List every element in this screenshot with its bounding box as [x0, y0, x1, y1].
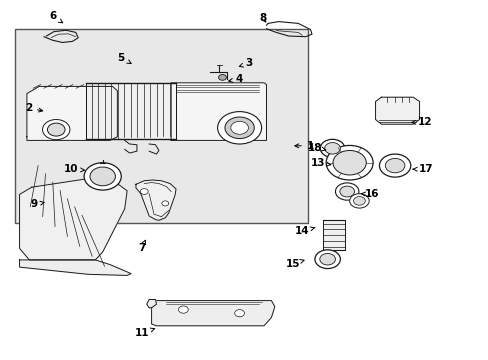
Circle shape [217, 112, 261, 144]
Polygon shape [20, 260, 131, 275]
Text: 7: 7 [138, 240, 145, 253]
Circle shape [218, 75, 226, 80]
Text: 11: 11 [134, 328, 154, 338]
Text: 17: 17 [412, 164, 433, 174]
Text: 12: 12 [411, 117, 432, 127]
Bar [15, 29, 307, 223]
Polygon shape [85, 83, 176, 139]
Circle shape [349, 194, 368, 208]
Circle shape [140, 189, 148, 194]
Circle shape [319, 253, 335, 265]
Circle shape [325, 145, 372, 180]
Text: 16: 16 [361, 189, 378, 199]
Text: 14: 14 [294, 226, 314, 236]
Polygon shape [136, 180, 176, 220]
Circle shape [332, 150, 366, 175]
Circle shape [324, 143, 340, 154]
Circle shape [314, 250, 340, 269]
Circle shape [224, 117, 254, 139]
Circle shape [42, 120, 70, 140]
Text: 10: 10 [63, 164, 84, 174]
Circle shape [178, 306, 188, 313]
Circle shape [379, 154, 410, 177]
Circle shape [90, 167, 115, 186]
Circle shape [339, 186, 354, 197]
Polygon shape [322, 220, 344, 250]
Polygon shape [20, 177, 127, 260]
Circle shape [385, 158, 404, 173]
Circle shape [47, 123, 65, 136]
Circle shape [162, 201, 168, 206]
Circle shape [320, 139, 344, 157]
Circle shape [335, 183, 358, 200]
Circle shape [230, 121, 248, 134]
Polygon shape [151, 301, 274, 326]
Circle shape [353, 197, 365, 205]
Circle shape [84, 163, 121, 190]
Text: 15: 15 [285, 258, 304, 269]
Polygon shape [146, 300, 156, 308]
Text: 6: 6 [49, 11, 62, 23]
Text: 3: 3 [239, 58, 252, 68]
Text: 1: 1 [294, 141, 313, 151]
Text: 4: 4 [228, 74, 243, 84]
Text: 8: 8 [259, 13, 266, 23]
Text: 5: 5 [118, 53, 131, 63]
Polygon shape [171, 83, 266, 140]
Circle shape [234, 310, 244, 317]
Text: 9: 9 [31, 199, 44, 210]
Text: 18: 18 [307, 143, 325, 153]
Polygon shape [27, 86, 117, 140]
Polygon shape [375, 97, 419, 124]
Text: 13: 13 [310, 158, 330, 168]
Text: 2: 2 [25, 103, 42, 113]
